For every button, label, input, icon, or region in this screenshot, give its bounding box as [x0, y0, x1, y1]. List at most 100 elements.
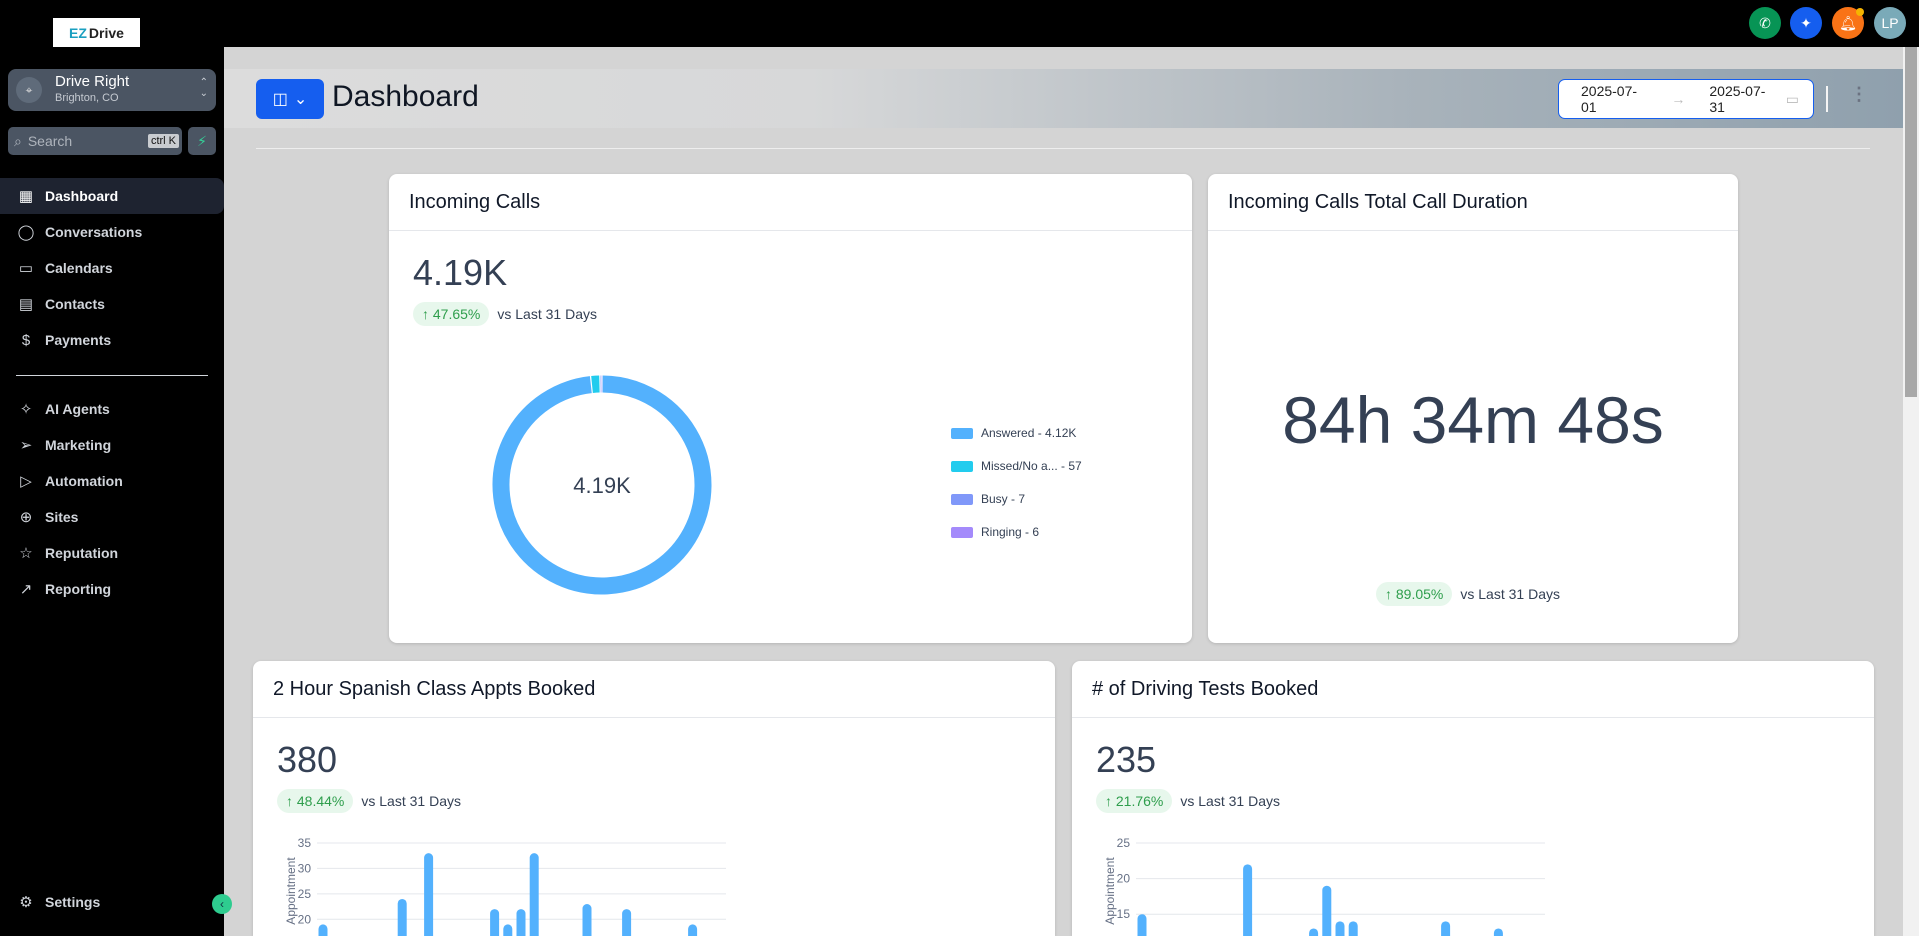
y-tick-label: 20 [1117, 872, 1131, 886]
sidebar-item-reporting[interactable]: ↗ Reporting [0, 571, 224, 607]
duration-value: 84h 34m 48s [1282, 383, 1664, 457]
play-icon: ▷ [20, 473, 32, 490]
calendar-icon: ▭ [18, 260, 34, 277]
scrollbar[interactable] [1903, 47, 1919, 936]
y-tick-label: 25 [1117, 836, 1131, 850]
y-tick-label: 30 [298, 861, 312, 875]
bar[interactable] [503, 924, 513, 936]
spanish-class-card: 2 Hour Spanish Class Appts Booked 380 ↑ … [253, 661, 1055, 936]
chat-icon: ◯ [17, 224, 35, 241]
bar[interactable] [1322, 885, 1332, 936]
more-options-icon[interactable]: ⋮ [1850, 84, 1868, 104]
sidebar-item-label: Contacts [45, 296, 105, 312]
arrow-right-icon: → [1671, 91, 1686, 107]
legend-item[interactable]: Busy - 7 [951, 492, 1025, 506]
bar[interactable] [397, 898, 407, 936]
sidebar-item-label: Payments [45, 332, 112, 348]
bar[interactable] [622, 909, 632, 936]
sidebar-item-ai-agents[interactable]: ✧ AI Agents [0, 391, 224, 427]
sidebar-item-label: Sites [45, 509, 79, 525]
legend-swatch [951, 526, 973, 538]
bar[interactable] [490, 909, 500, 936]
globe-icon: ⊕ [19, 509, 33, 526]
payments-icon: $ [21, 331, 31, 349]
sidebar-item-settings[interactable]: ⚙ Settings [0, 884, 224, 920]
bar[interactable] [424, 853, 434, 936]
collapse-sidebar-button[interactable]: ‹ [212, 894, 232, 914]
bar[interactable] [1441, 921, 1451, 936]
calendar-icon: ▭ [1785, 90, 1799, 107]
metric-value: 4.19K [413, 252, 508, 293]
sidebar-item-label: Automation [45, 473, 123, 489]
bolt-icon: ⚡︎ [197, 132, 207, 149]
legend-item[interactable]: Ringing - 6 [951, 525, 1039, 539]
search-icon: ⌕ [14, 132, 22, 149]
card-title: Incoming Calls [389, 174, 1192, 231]
bar[interactable] [1309, 928, 1319, 936]
legend-item[interactable]: Answered - 4.12K [951, 426, 1076, 440]
card-title: 2 Hour Spanish Class Appts Booked [253, 661, 1055, 718]
bar[interactable] [1493, 928, 1503, 936]
bar[interactable] [1137, 914, 1147, 936]
search-input[interactable]: ⌕ Search ctrl K [8, 127, 182, 155]
legend-swatch [951, 460, 973, 472]
bar[interactable] [688, 924, 698, 936]
sidebar-item-marketing[interactable]: ➢ Marketing [0, 427, 224, 463]
change-badge: ↑ 48.44% vs Last 31 Days [277, 789, 461, 813]
metric-value: 235 [1096, 739, 1157, 780]
bar[interactable] [1243, 864, 1253, 936]
bar[interactable] [516, 909, 526, 936]
bar[interactable] [582, 904, 592, 936]
layout-switcher-button[interactable]: ◫ ⌄ [256, 79, 324, 119]
quick-actions-button[interactable]: ⚡︎ [188, 127, 216, 155]
legend-item[interactable]: Missed/No a... - 57 [951, 459, 1082, 473]
trend-icon: ↗ [19, 581, 33, 598]
notification-dot [1856, 8, 1864, 16]
location-city: Brighton, CO [55, 92, 119, 104]
date-range-picker[interactable]: 2025-07-01 → 2025-07-31 ▭ [1558, 79, 1814, 119]
bar[interactable] [1335, 921, 1345, 936]
location-switcher[interactable]: ⌖ Drive Right Brighton, CO ⌃ ⌄ [8, 69, 216, 111]
bar[interactable] [529, 853, 539, 936]
phone-button[interactable]: ✆ [1749, 7, 1781, 39]
donut-slice-answered[interactable] [492, 375, 712, 595]
bar[interactable] [318, 924, 328, 936]
incoming-calls-card: Incoming Calls 4.19K ↑ 47.65% vs Last 31 … [389, 174, 1192, 643]
bell-icon: 🔔︎ [1839, 14, 1857, 31]
sidebar-item-payments[interactable]: $ Payments [0, 322, 224, 358]
sidebar-item-label: Reputation [45, 545, 119, 561]
sidebar-item-label: Marketing [45, 437, 112, 453]
donut-center-label: 4.19K [573, 473, 631, 498]
sidebar-item-contacts[interactable]: ▤ Contacts [0, 286, 224, 322]
sidebar-item-sites[interactable]: ⊕ Sites [0, 499, 224, 535]
chevron-left-icon: ‹ [220, 897, 224, 911]
sidebar-item-label: Calendars [45, 260, 113, 276]
sidebar-item-reputation[interactable]: ☆ Reputation [0, 535, 224, 571]
sidebar-item-label: Reporting [45, 581, 112, 597]
sidebar-divider [16, 375, 208, 376]
y-tick-label: 35 [298, 836, 312, 850]
scrollbar-thumb[interactable] [1905, 47, 1917, 397]
ai-assist-button[interactable]: ✦ [1790, 7, 1822, 39]
sidebar-item-conversations[interactable]: ◯ Conversations [0, 214, 224, 250]
donut-chart: 4.19K [492, 375, 712, 595]
phone-icon: ✆ [1759, 14, 1771, 31]
avatar[interactable]: LP [1874, 7, 1906, 39]
sidebar-item-automation[interactable]: ▷ Automation [0, 463, 224, 499]
chevron-updown-icon: ⌃ ⌄ [199, 77, 208, 99]
y-axis-label: Appointment [1103, 857, 1117, 925]
legend-swatch [951, 427, 973, 439]
sparkle-icon: ✦ [1800, 14, 1812, 31]
sidebar-item-dashboard[interactable]: ▦ Dashboard [0, 178, 224, 214]
top-bar [0, 0, 1919, 47]
logo[interactable]: EZ Drive [53, 18, 140, 48]
card-title: # of Driving Tests Booked [1072, 661, 1874, 718]
change-badge: ↑ 89.05% vs Last 31 Days [1376, 582, 1560, 606]
bar[interactable] [1348, 921, 1358, 936]
sidebar-item-calendars[interactable]: ▭ Calendars [0, 250, 224, 286]
contacts-icon: ▤ [18, 296, 34, 313]
sidebar-item-label: AI Agents [45, 401, 110, 417]
card-title: Incoming Calls Total Call Duration [1208, 174, 1738, 231]
